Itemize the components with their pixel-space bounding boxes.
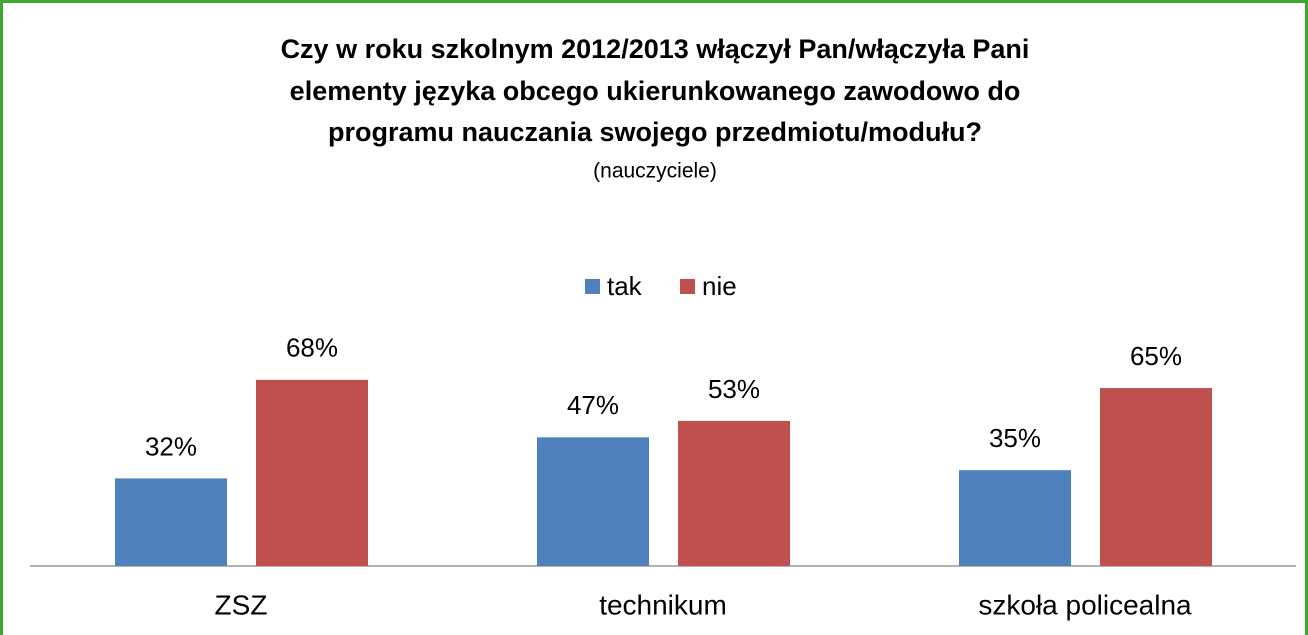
chart-title: elementy języka obcego ukierunkowanego z… bbox=[290, 76, 1021, 106]
chart-title: Czy w roku szkolnym 2012/2013 włączył Pa… bbox=[281, 34, 1030, 64]
bar bbox=[537, 437, 649, 566]
data-label: 35% bbox=[989, 423, 1041, 453]
x-tick-label: szkoła policealna bbox=[978, 589, 1192, 620]
x-tick-label: technikum bbox=[599, 589, 727, 620]
legend-label: tak bbox=[607, 271, 643, 301]
x-tick-label: ZSZ bbox=[215, 589, 268, 620]
bar bbox=[256, 379, 368, 566]
data-label: 32% bbox=[145, 431, 197, 461]
bar bbox=[1100, 388, 1212, 566]
bar bbox=[959, 470, 1071, 566]
legend-swatch bbox=[585, 279, 600, 294]
legend-label: nie bbox=[702, 271, 737, 301]
bar bbox=[678, 420, 790, 566]
legend-swatch bbox=[680, 279, 695, 294]
data-label: 47% bbox=[567, 390, 619, 420]
data-label: 53% bbox=[708, 374, 760, 404]
chart-title: programu nauczania swojego przedmiotu/mo… bbox=[328, 117, 982, 147]
data-label: 65% bbox=[1130, 341, 1182, 371]
data-label: 68% bbox=[286, 333, 338, 363]
bar bbox=[115, 478, 227, 566]
chart-subtitle: (nauczyciele) bbox=[593, 160, 717, 183]
